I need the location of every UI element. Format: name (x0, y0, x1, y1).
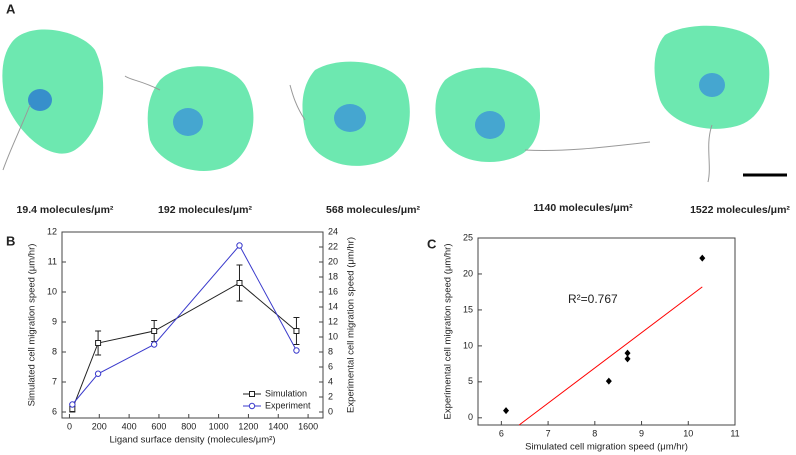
point (699, 254, 706, 262)
y2-tick-label: 6 (328, 361, 333, 371)
cell-label: 19.4 molecules/μm² (17, 204, 114, 216)
y-tick-label: 10 (463, 340, 473, 350)
point (624, 349, 631, 357)
y-tick-label: 20 (463, 268, 473, 278)
y2-tick-label: 0 (328, 406, 333, 416)
x-tick-label: 6 (499, 428, 504, 438)
panel-label: B (6, 233, 15, 248)
legend-marker (248, 402, 256, 410)
marker (95, 340, 102, 346)
series-line (71, 282, 297, 410)
y-tick-label: 25 (463, 232, 473, 242)
marker (151, 328, 158, 334)
x-axis-label: Simulated cell migration speed (μm/hr) (525, 442, 688, 453)
plot-frame (61, 231, 324, 419)
x-tick-label: 600 (151, 421, 166, 431)
x-tick-label: 1400 (268, 421, 288, 431)
y2-tick-label: 12 (328, 316, 338, 326)
point (624, 355, 631, 363)
marker (293, 328, 300, 334)
x-tick-label: 200 (92, 421, 107, 431)
legend-marker (249, 391, 255, 397)
x-tick-label: 400 (122, 421, 137, 431)
y2-tick-label: 8 (328, 346, 333, 356)
y-tick-label: 15 (463, 304, 473, 314)
legend-label: Experiment (265, 400, 311, 410)
point (503, 407, 510, 415)
cell-label: 1140 molecules/μm² (533, 202, 633, 214)
marker (236, 242, 243, 249)
x-tick-label: 800 (181, 421, 196, 431)
marker (236, 280, 243, 286)
cell-images (2, 25, 787, 183)
panel-label: A (6, 1, 16, 16)
y2-tick-label: 4 (328, 376, 333, 386)
y2-tick-label: 18 (328, 271, 338, 281)
x-tick-label: 11 (730, 428, 739, 438)
x-tick-label: 1200 (238, 421, 258, 431)
marker (293, 347, 300, 354)
y2-tick-label: 22 (328, 241, 338, 251)
x-tick-label: 9 (639, 428, 644, 438)
marker (94, 370, 102, 377)
fit-line (518, 286, 703, 426)
y-tick-label: 10 (47, 286, 57, 296)
marker (150, 341, 158, 348)
point (605, 377, 612, 385)
y-axis-label: Simulated cell migration speed (μm/hr) (27, 244, 38, 407)
panel-label: C (427, 236, 437, 251)
cell-label: 568 molecules/μm² (326, 204, 420, 216)
y-tick-label: 8 (52, 346, 57, 356)
marker (69, 401, 76, 408)
x-tick-label: 1000 (209, 421, 229, 431)
y2-tick-label: 16 (328, 286, 338, 296)
series-line (71, 244, 297, 405)
y2-tick-label: 20 (328, 256, 338, 266)
x-tick-label: 7 (546, 428, 551, 438)
y-tick-label: 9 (52, 316, 57, 326)
y-tick-label: 7 (52, 376, 57, 386)
x-tick-label: 10 (683, 428, 693, 438)
y-tick-label: 12 (47, 226, 57, 236)
y2-tick-label: 24 (328, 226, 338, 236)
x-axis-label: Ligand surface density (molecules/μm²) (110, 435, 276, 446)
plot-frame (477, 237, 736, 426)
x-tick-label: 8 (592, 428, 597, 438)
cell-label: 1522 molecules/μm² (690, 204, 790, 216)
annotation: R²=0.767 (568, 292, 618, 306)
x-tick-label: 0 (67, 421, 72, 431)
y-tick-label: 11 (48, 256, 57, 266)
y2-tick-label: 2 (328, 391, 333, 401)
cell-label: 192 molecules/μm² (158, 204, 252, 216)
y-tick-label: 0 (468, 412, 473, 422)
x-tick-label: 1600 (298, 421, 318, 431)
y-tick-label: 5 (468, 376, 473, 386)
y2-axis-label: Experimental cell migration speed (μm/hr… (346, 237, 357, 413)
legend-label: Simulation (265, 388, 307, 398)
y2-tick-label: 14 (328, 301, 338, 311)
y-tick-label: 6 (52, 406, 57, 416)
y2-tick-label: 10 (328, 331, 338, 341)
y-axis-label: Experimental cell migration speed (μm/hr… (443, 243, 454, 419)
